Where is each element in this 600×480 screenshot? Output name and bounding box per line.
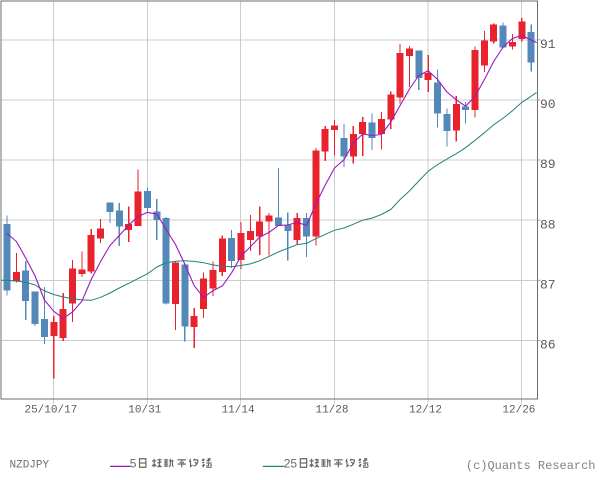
svg-text:90: 90 — [540, 97, 556, 112]
svg-text:87: 87 — [540, 278, 556, 293]
svg-text:12/26: 12/26 — [502, 404, 535, 416]
svg-text:5: 5 — [130, 457, 137, 471]
svg-text:91: 91 — [540, 37, 556, 52]
svg-text:25: 25 — [284, 457, 298, 471]
svg-text:NZDJPY: NZDJPY — [10, 460, 50, 472]
svg-text:25/10/17: 25/10/17 — [24, 404, 77, 416]
svg-text:89: 89 — [540, 157, 556, 172]
svg-text:88: 88 — [540, 217, 556, 232]
svg-text:12/12: 12/12 — [409, 404, 442, 416]
svg-text:11/28: 11/28 — [315, 404, 348, 416]
svg-text:10/31: 10/31 — [128, 404, 161, 416]
svg-text:(c)Quants Research: (c)Quants Research — [466, 459, 596, 473]
svg-text:86: 86 — [540, 338, 556, 353]
svg-text:11/14: 11/14 — [222, 404, 255, 416]
